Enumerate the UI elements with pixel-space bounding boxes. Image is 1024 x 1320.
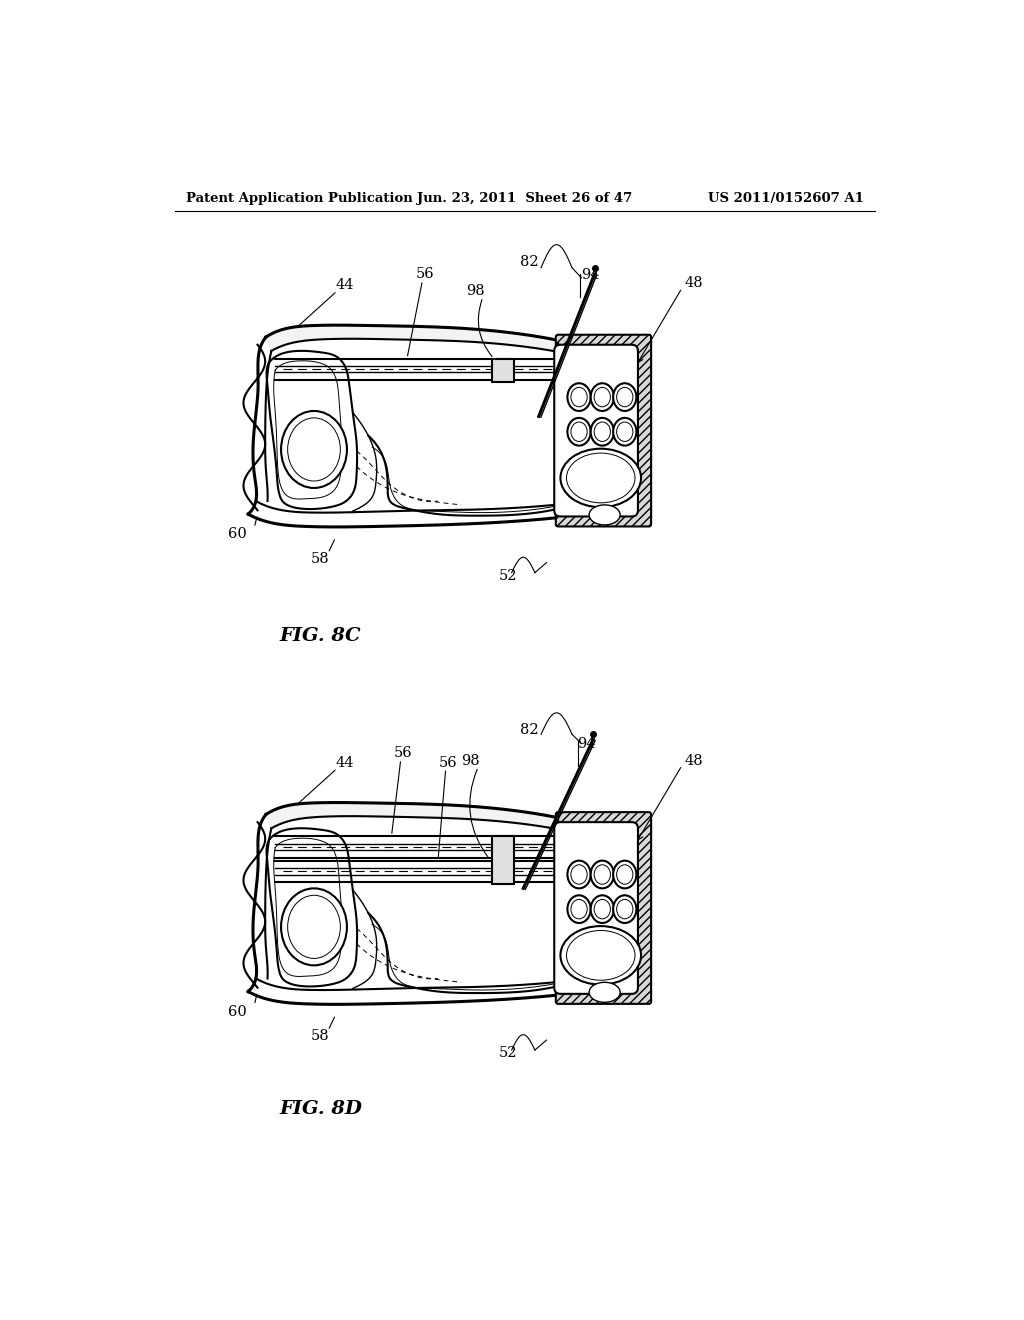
Ellipse shape [281,411,347,488]
Ellipse shape [589,982,621,1002]
Ellipse shape [589,506,621,525]
Ellipse shape [613,895,636,923]
Text: 82: 82 [520,255,539,269]
Text: 94: 94 [582,268,600,282]
Text: Jun. 23, 2011  Sheet 26 of 47: Jun. 23, 2011 Sheet 26 of 47 [417,191,633,205]
Ellipse shape [560,449,641,507]
Ellipse shape [567,418,591,446]
Text: 52: 52 [499,1047,517,1060]
Text: 48: 48 [684,276,703,290]
Text: 56: 56 [416,267,434,281]
Text: 48: 48 [684,754,703,767]
Ellipse shape [591,895,614,923]
Text: 44: 44 [336,279,354,293]
Ellipse shape [567,861,591,888]
FancyBboxPatch shape [554,345,638,516]
Text: 52: 52 [499,569,517,582]
Text: 58: 58 [311,1030,330,1043]
Text: FIG. 8D: FIG. 8D [280,1101,362,1118]
Bar [493,359,514,381]
FancyBboxPatch shape [554,822,638,994]
Ellipse shape [613,418,636,446]
FancyBboxPatch shape [556,812,651,1003]
Polygon shape [266,803,649,882]
Ellipse shape [591,861,614,888]
FancyBboxPatch shape [556,335,651,527]
Polygon shape [266,326,649,405]
Text: US 2011/0152607 A1: US 2011/0152607 A1 [709,191,864,205]
Bar [493,836,514,884]
Text: 98: 98 [466,284,484,298]
Text: 98: 98 [461,754,480,767]
Ellipse shape [613,383,636,411]
Ellipse shape [567,383,591,411]
Text: 94: 94 [578,737,596,751]
Ellipse shape [567,895,591,923]
Ellipse shape [281,888,347,965]
Text: Patent Application Publication: Patent Application Publication [186,191,413,205]
Text: 44: 44 [336,756,354,770]
Ellipse shape [591,383,614,411]
Text: 58: 58 [311,552,330,566]
Text: 56: 56 [438,756,458,770]
Text: FIG. 8C: FIG. 8C [280,627,360,644]
Text: 60: 60 [227,1005,247,1019]
Text: 56: 56 [394,746,413,760]
Ellipse shape [613,861,636,888]
Text: 82: 82 [520,723,539,737]
Ellipse shape [560,927,641,985]
Text: 60: 60 [227,527,247,541]
Ellipse shape [591,418,614,446]
